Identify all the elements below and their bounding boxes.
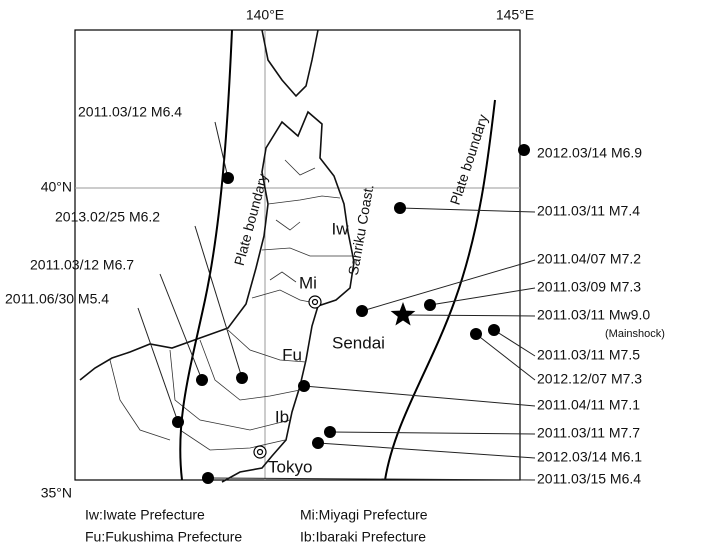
event-label: 2011.06/30 M5.4 [5, 291, 109, 307]
event-marker [470, 328, 482, 340]
event-label: 2012.03/14 M6.9 [537, 145, 642, 161]
event-marker [488, 324, 500, 336]
event-label: 2011.03/15 M6.4 [537, 471, 641, 487]
event-label: 2012.03/14 M6.1 [537, 449, 642, 465]
event-marker [518, 144, 530, 156]
city-label: Tokyo [268, 457, 312, 476]
leader-line [317, 442, 536, 459]
leader-line [303, 385, 536, 407]
event-marker [394, 202, 406, 214]
event-marker [298, 380, 310, 392]
leader-line [361, 259, 536, 312]
longitude-label: 140°E [246, 7, 284, 23]
city-marker [256, 448, 264, 456]
leader-line [137, 307, 179, 423]
latitude-label: 35°N [41, 485, 72, 501]
leader-line [493, 329, 536, 357]
map-frame [74, 29, 521, 481]
leader-line [214, 121, 229, 179]
prefecture-label: Fu [282, 345, 302, 364]
event-note: (Mainshock) [605, 328, 665, 340]
leader-line [159, 273, 203, 381]
event-label: 2011.03/11 Mw9.0 [537, 307, 650, 323]
event-label: 2011.04/07 M7.2 [537, 251, 641, 267]
latitude-label: 40°N [41, 179, 72, 195]
event-label: 2011.03/11 M7.5 [537, 347, 640, 363]
leader-line [194, 225, 243, 379]
plate-boundary-west [179, 29, 233, 481]
event-marker [202, 472, 214, 484]
legend-item: Mi:Miyagi Prefecture [300, 507, 428, 523]
event-label: 2011.03/11 M7.7 [537, 425, 640, 441]
plate-boundary-east [384, 99, 496, 481]
city-label: Sendai [332, 333, 385, 352]
leader-line [475, 333, 536, 381]
event-marker [356, 305, 368, 317]
event-label: 2011.03/12 M6.4 [78, 104, 182, 120]
leader-line [207, 477, 536, 481]
legend-item: Fu:Fukushima Prefecture [85, 529, 242, 545]
coast-label: Sanriku Coast. [345, 183, 377, 276]
event-label: 2011.03/12 M6.7 [30, 257, 134, 273]
leader-line [429, 287, 536, 306]
event-label: 2013.02/25 M6.2 [55, 209, 160, 225]
event-label: 2011.03/09 M7.3 [537, 279, 641, 295]
event-marker [424, 299, 436, 311]
plate-boundary-label: Plate boundary [447, 112, 491, 207]
event-label: 2011.03/11 M7.4 [537, 203, 640, 219]
prefecture-label: Iw [332, 219, 350, 238]
prefecture-label: Ib [275, 407, 289, 426]
event-marker [324, 426, 336, 438]
honshu-coast [79, 110, 355, 483]
event-marker [172, 416, 184, 428]
legend-item: Ib:Ibaraki Prefecture [300, 529, 426, 545]
event-label: 2011.04/11 M7.1 [537, 397, 640, 413]
event-label: 2012.12/07 M7.3 [537, 371, 642, 387]
event-marker [312, 437, 324, 449]
city-marker [311, 298, 319, 306]
hokkaido-coast [261, 29, 319, 98]
legend-item: Iw:Iwate Prefecture [85, 507, 205, 523]
prefecture-label: Mi [299, 273, 317, 292]
prefecture-borders [109, 159, 352, 451]
leader-line [399, 207, 536, 213]
mainshock-star [390, 302, 416, 326]
event-marker [236, 372, 248, 384]
event-marker [196, 374, 208, 386]
longitude-label: 145°E [496, 7, 534, 23]
leader-line [329, 431, 536, 435]
event-marker [222, 172, 234, 184]
leader-line [402, 314, 536, 317]
